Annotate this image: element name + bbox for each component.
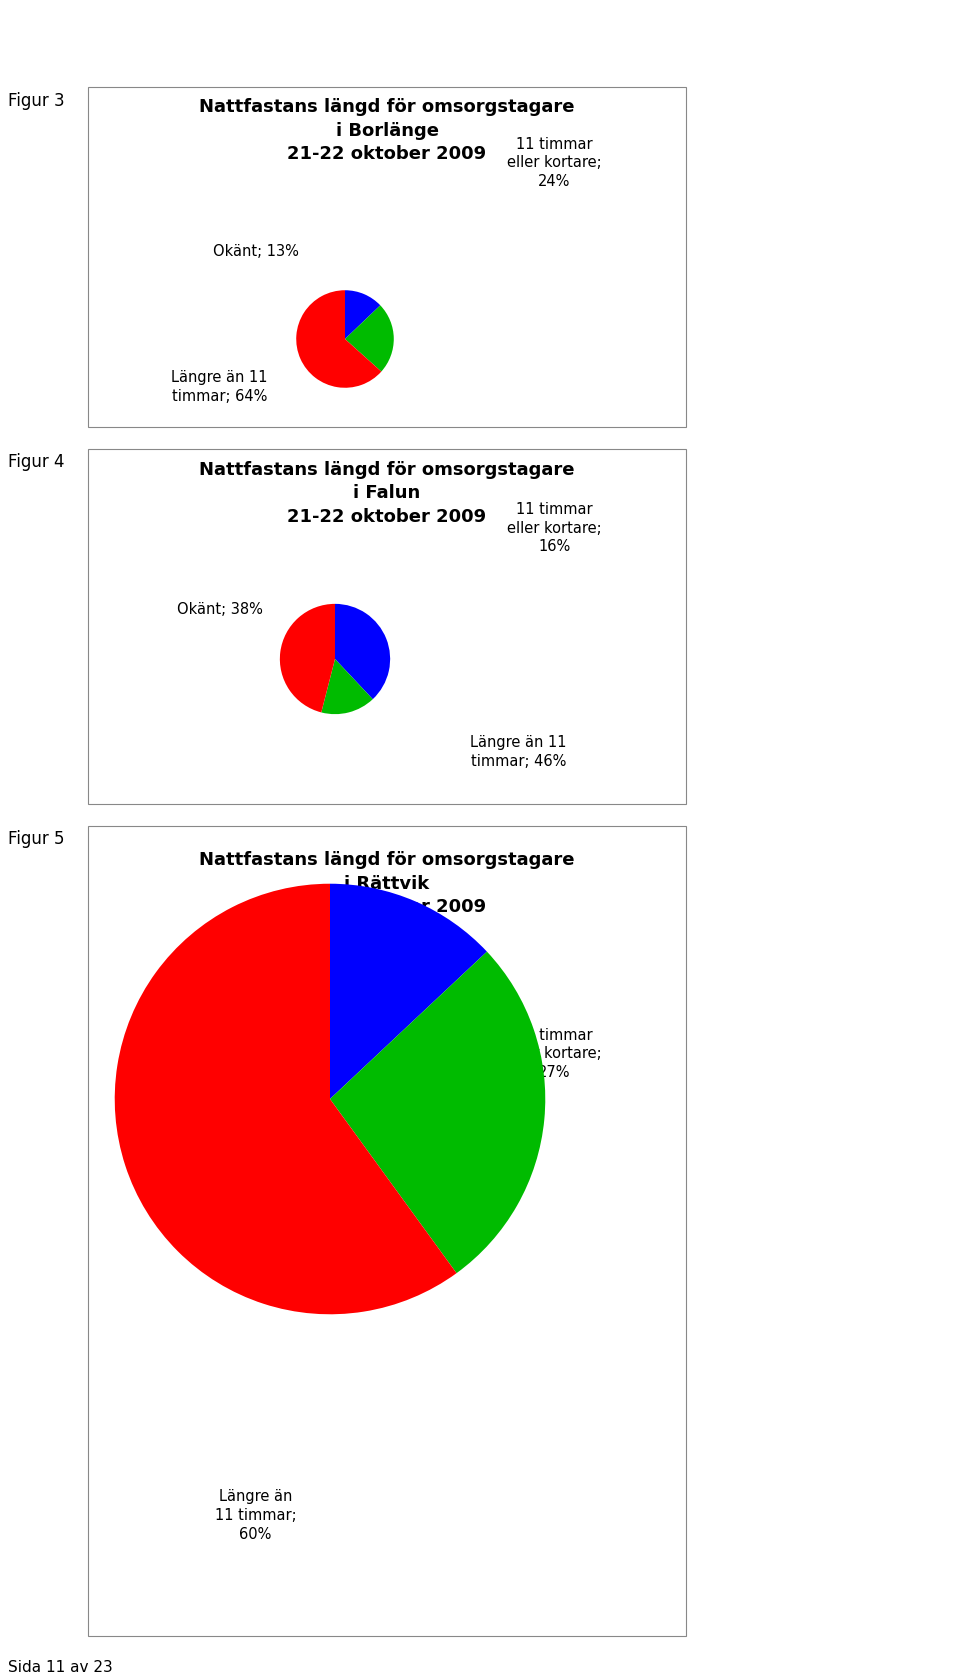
Wedge shape [335,605,390,701]
Wedge shape [297,291,381,388]
Text: Längre än 11
timmar; 64%: Längre än 11 timmar; 64% [171,370,268,403]
Wedge shape [330,953,545,1273]
Text: Nattfastans längd för omsorgstagare
i Borlänge
21-22 oktober 2009: Nattfastans längd för omsorgstagare i Bo… [200,97,575,163]
Wedge shape [115,884,457,1314]
Text: 11 timmar
eller kortare;
24%: 11 timmar eller kortare; 24% [507,136,602,188]
Text: Nattfastans längd för omsorgstagare
i Falun
21-22 oktober 2009: Nattfastans längd för omsorgstagare i Fa… [200,460,575,526]
Text: 11 timmar
eller kortare;
16%: 11 timmar eller kortare; 16% [507,502,602,554]
Text: Längre än
11 timmar;
60%: Längre än 11 timmar; 60% [215,1488,297,1541]
Wedge shape [345,291,380,339]
Text: Figur 4: Figur 4 [8,452,64,470]
Text: Figur 5: Figur 5 [8,830,64,847]
Text: Sida 11 av 23: Sida 11 av 23 [8,1660,112,1673]
Text: Nattfastans längd för omsorgstagare
i Rättvik
21-22 oktober 2009: Nattfastans längd för omsorgstagare i Rä… [200,850,575,916]
Wedge shape [322,660,372,714]
Text: Längre än 11
timmar; 46%: Längre än 11 timmar; 46% [470,734,566,768]
Text: Okänt; 38%: Okänt; 38% [177,601,262,617]
Wedge shape [345,306,394,373]
Wedge shape [280,605,335,712]
Wedge shape [330,884,487,1099]
Text: Okänt; 13%: Okänt; 13% [212,244,299,259]
Text: 11 timmar
eller kortare;
27%: 11 timmar eller kortare; 27% [507,1026,602,1079]
Text: Okänt; 13%: Okänt; 13% [225,1102,310,1117]
Text: Figur 3: Figur 3 [8,92,64,109]
